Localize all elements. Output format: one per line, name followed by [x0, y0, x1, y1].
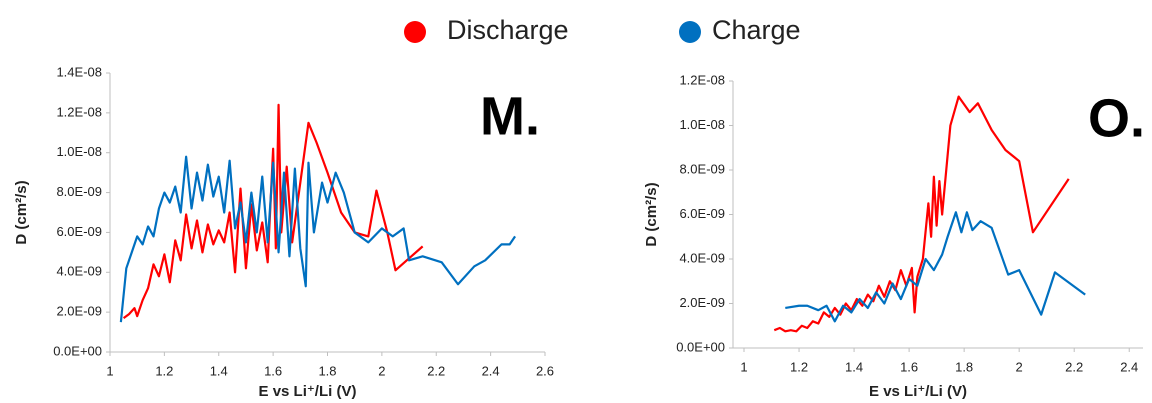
panel-label: M.	[480, 86, 540, 146]
y-tick-label: 0.0E+00	[676, 339, 725, 354]
y-tick-label: 1.0E-08	[56, 144, 102, 159]
legend-label: Charge	[712, 15, 801, 45]
x-tick-label: 1.8	[318, 363, 336, 378]
x-tick-label: 2.2	[427, 363, 445, 378]
x-tick-label: 2.4	[482, 363, 500, 378]
x-tick-label: 2	[1016, 359, 1023, 374]
x-tick-label: 1.4	[845, 359, 863, 374]
x-tick-label: 1.6	[900, 359, 918, 374]
data-line	[122, 103, 424, 320]
data-line	[119, 155, 516, 323]
x-tick-label: 2.2	[1065, 359, 1083, 374]
x-tick-label: 1.2	[790, 359, 808, 374]
x-tick-label: 2	[378, 363, 385, 378]
x-axis-title: E vs Li⁺/Li (V)	[259, 383, 357, 400]
y-tick-label: 0.0E+00	[53, 343, 102, 358]
y-tick-label: 6.0E-09	[56, 224, 102, 239]
x-tick-label: 2.4	[1120, 359, 1138, 374]
y-axis-title: D (cm²/s)	[13, 180, 30, 244]
x-axis-title: E vs Li⁺/Li (V)	[869, 383, 967, 400]
x-tick-label: 1.4	[210, 363, 228, 378]
x-tick-label: 1.8	[955, 359, 973, 374]
y-tick-label: 8.0E-09	[56, 184, 102, 199]
x-tick-label: 2.6	[536, 363, 554, 378]
panel-label: O.	[1088, 88, 1145, 148]
data-line	[785, 211, 1086, 323]
x-tick-label: 1	[740, 359, 747, 374]
y-tick-label: 1.2E-08	[679, 72, 725, 87]
legend-label: Discharge	[447, 15, 569, 45]
x-tick-label: 1.2	[155, 363, 173, 378]
y-tick-label: 1.4E-08	[56, 64, 102, 79]
x-tick-label: 1	[106, 363, 113, 378]
y-tick-label: 2.0E-09	[679, 295, 725, 310]
y-tick-label: 1.0E-08	[679, 117, 725, 132]
x-tick-label: 1.6	[264, 363, 282, 378]
legend-marker	[679, 21, 701, 43]
y-tick-label: 6.0E-09	[679, 206, 725, 221]
y-tick-label: 4.0E-09	[679, 250, 725, 265]
y-tick-label: 4.0E-09	[56, 264, 102, 279]
y-axis-title: D (cm²/s)	[643, 182, 660, 246]
y-tick-label: 1.2E-08	[56, 104, 102, 119]
legend-marker	[404, 21, 426, 43]
y-tick-label: 8.0E-09	[679, 161, 725, 176]
data-line	[773, 95, 1070, 333]
y-tick-label: 2.0E-09	[56, 304, 102, 319]
